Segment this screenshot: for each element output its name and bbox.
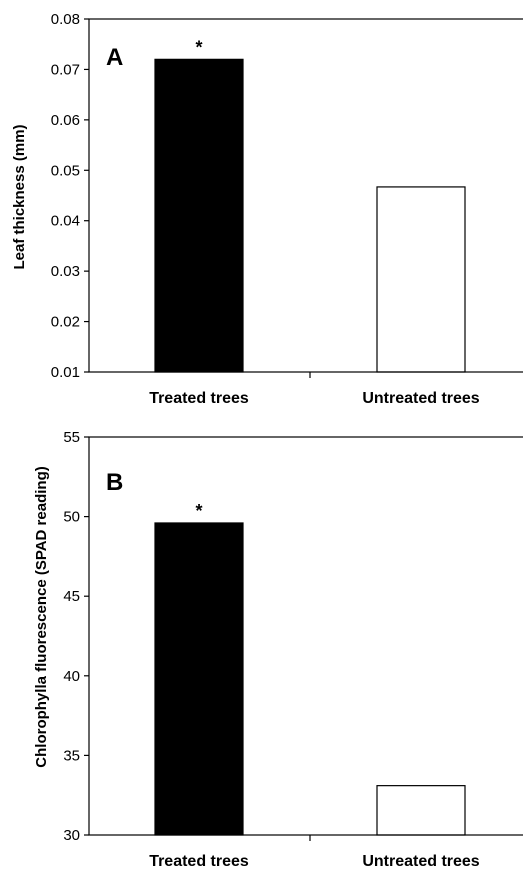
y-ticks-b: 30 35 40 45 50 55 [63, 429, 311, 844]
bars-a [154, 58, 466, 373]
y-tick-label: 0.07 [51, 61, 80, 78]
annotations-a: * [195, 37, 202, 57]
y-tick-label: 50 [63, 509, 80, 526]
bar-treated [154, 58, 244, 373]
significance-star: * [195, 37, 202, 57]
y-tick-label: 45 [63, 588, 80, 605]
y-ticks-a: 0.01 0.02 0.03 0.04 0.05 0.06 0.07 0.08 [51, 11, 311, 381]
y-tick-label: 40 [63, 668, 80, 685]
category-label: Untreated trees [362, 853, 479, 869]
y-tick-label: 0.06 [51, 112, 80, 129]
bar-untreated [376, 186, 466, 373]
bars-b [154, 522, 466, 836]
y-tick-label: 30 [63, 827, 80, 844]
y-tick-label: 0.04 [51, 213, 80, 230]
y-tick-label: 0.08 [51, 11, 80, 28]
category-label: Untreated trees [362, 390, 479, 407]
panel-a: A Leaf thickness (mm) 0.010.020.030.040.… [11, 11, 523, 407]
category-label: Treated trees [149, 390, 249, 407]
y-tick-label: 35 [63, 747, 80, 764]
y-tick-label: 0.03 [51, 263, 80, 280]
y-tick-label: 0.02 [51, 314, 80, 331]
y-tick-label: 0.05 [51, 162, 80, 179]
y-axis-title-b: Chlorophylla fluorescence (SPAD reading) [33, 466, 50, 767]
panel-letter-b: B [106, 469, 123, 496]
plot-frame-a [88, 18, 523, 373]
categories-a: Treated trees Untreated trees [149, 390, 480, 407]
categories-b: Treated trees Untreated trees [149, 853, 480, 869]
panel-b: B Chlorophylla fluorescence (SPAD readin… [33, 429, 523, 869]
y-tick-label: 0.01 [51, 364, 80, 381]
plot-frame-b [88, 436, 523, 836]
y-tick-label: 55 [63, 429, 80, 446]
annotations-b: * [195, 501, 202, 521]
y-axis-title-a: Leaf thickness (mm) [11, 124, 28, 269]
bar-untreated [376, 785, 466, 836]
category-label: Treated trees [149, 853, 249, 869]
panel-letter-a: A [106, 44, 123, 71]
bar-treated [154, 522, 244, 836]
significance-star: * [195, 501, 202, 521]
